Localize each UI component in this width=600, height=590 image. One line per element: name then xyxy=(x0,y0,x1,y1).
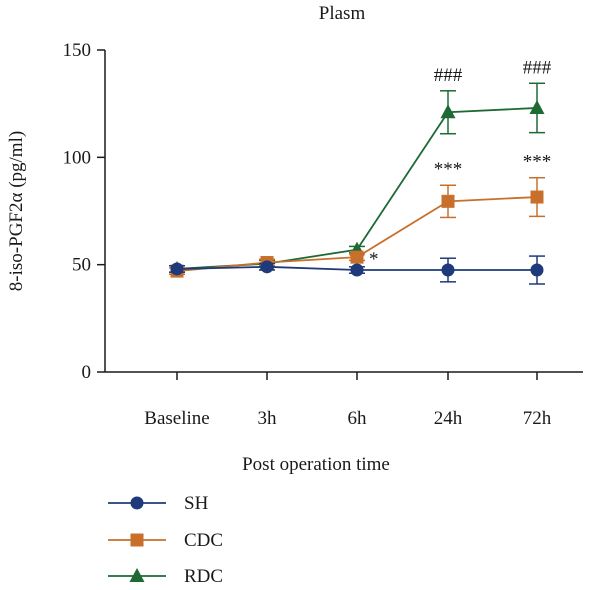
x-tick-label: 6h xyxy=(348,408,368,429)
y-tick-label: 0 xyxy=(82,362,92,383)
y-axis-title: 8-iso-PGF2α (pg/ml) xyxy=(6,131,27,291)
data-point xyxy=(440,104,456,119)
x-axis-title: Post operation time xyxy=(242,454,390,475)
data-point xyxy=(441,194,455,208)
data-point xyxy=(529,99,545,114)
series-cdc xyxy=(169,176,545,278)
legend-marker xyxy=(129,568,145,582)
legend-label: CDC xyxy=(184,530,223,551)
y-tick-label: 100 xyxy=(63,147,92,168)
data-point xyxy=(350,263,364,277)
annotation-layer: **** ***### ### xyxy=(369,57,552,270)
legend: SH CDC RDC xyxy=(108,493,223,587)
data-point xyxy=(350,250,364,264)
y-tick-label: 50 xyxy=(72,255,91,276)
data-point xyxy=(170,262,184,276)
x-tick-label: 72h xyxy=(523,408,552,429)
legend-item-sh: SH xyxy=(108,493,209,514)
y-ticks: 0 50 100 150 xyxy=(63,40,105,383)
series-sh xyxy=(169,255,545,285)
legend-label: RDC xyxy=(184,566,223,587)
significance-mark: *** xyxy=(434,159,463,180)
legend-item-cdc: CDC xyxy=(108,530,223,551)
legend-label: SH xyxy=(184,493,209,514)
legend-marker xyxy=(130,533,144,547)
x-tick-label: 24h xyxy=(434,408,463,429)
significance-mark: ### xyxy=(434,65,463,86)
data-point xyxy=(530,190,544,204)
legend-item-rdc: RDC xyxy=(108,566,223,587)
x-tick-label: 3h xyxy=(258,408,278,429)
chart-title: Plasm xyxy=(319,3,366,24)
y-tick-label: 150 xyxy=(63,40,92,61)
data-point xyxy=(441,263,455,277)
x-tick-label: Baseline xyxy=(144,408,209,429)
x-ticks: Baseline 3h 6h 24h 72h xyxy=(144,372,552,429)
legend-marker xyxy=(130,496,144,510)
significance-mark: * xyxy=(369,249,379,270)
significance-mark: *** xyxy=(523,152,552,173)
significance-mark: ### xyxy=(523,57,552,78)
data-point xyxy=(530,263,544,277)
series-rdc xyxy=(169,82,545,275)
series-layer xyxy=(169,82,545,285)
data-point xyxy=(260,260,274,274)
